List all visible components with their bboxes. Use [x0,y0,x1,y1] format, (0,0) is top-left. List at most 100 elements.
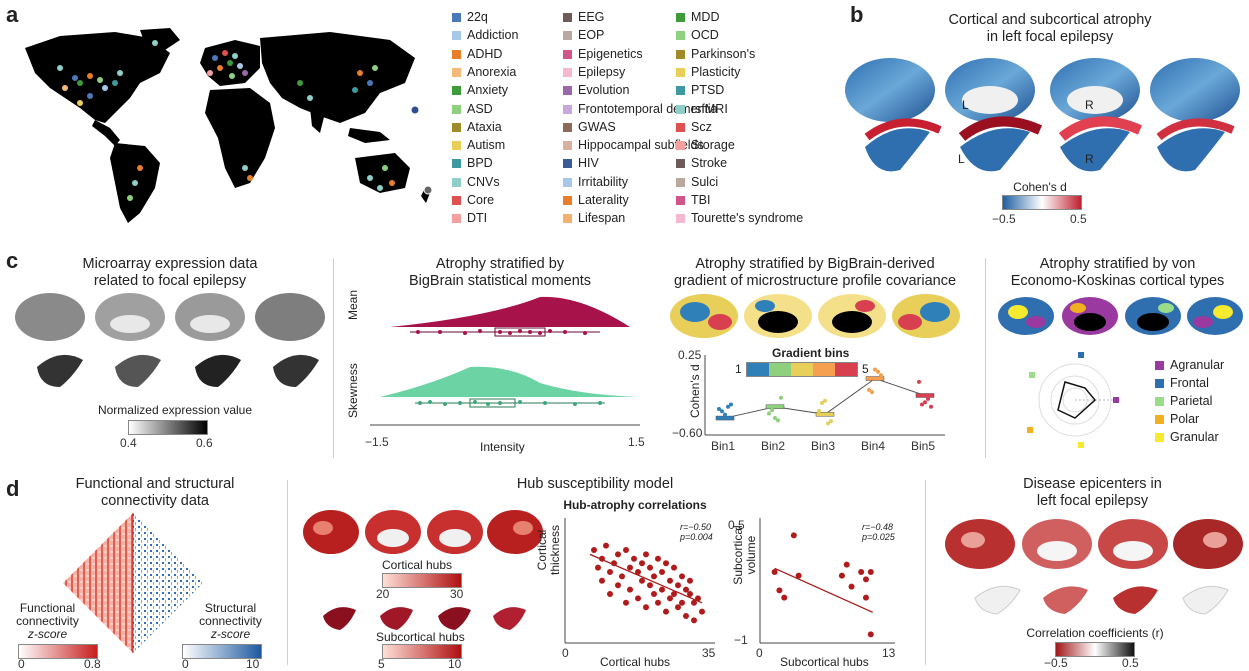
panel-label-b: b [850,2,864,27]
legend-swatch [676,122,685,132]
panel-d2-subtitle: Hub-atrophy correlations [563,498,707,512]
cortical-type-label: Granular [1170,430,1219,444]
c3-bin-mean [815,412,835,417]
scatter-point [639,577,645,584]
scatter-point [858,569,865,575]
scatter-point [867,569,874,575]
scatter-point [790,532,797,539]
c3-point [926,396,930,401]
panel-d3-colorbar [1055,642,1135,657]
c3-point [767,411,771,416]
functional-tick-min: 0 [18,657,25,671]
scatter-point [643,551,649,558]
legend-swatch [563,104,572,114]
c3-point [823,398,827,403]
legend-item-label: Laterality [578,193,629,207]
cortical-hub-scatter [564,518,715,644]
legend-item-label: GWAS [578,119,616,134]
scatter-point [619,573,625,580]
legend-item-label: Storage [691,138,735,153]
legend-swatch [563,49,572,59]
panel-c2-title: Atrophy stratified by BigBrain statistic… [345,256,655,290]
legend-item: MDD [676,10,719,24]
scatter-point [651,573,657,580]
scatter-point [659,569,665,575]
functional-colorbar [18,644,98,659]
legend-item: Ataxia [452,120,502,134]
legend-swatch [452,141,461,151]
scatter-point [607,591,613,597]
panel-c3-ylabel: Cohen's d [688,364,702,418]
cortical-hubs-colorbar [382,573,462,588]
scatter-point [781,594,788,601]
legend-item-label: DTI [467,211,488,226]
subcortical-hubs-tick-max: 10 [448,657,462,671]
cortical-hub-brains [303,510,543,554]
legend-swatch [676,86,685,96]
cortical-type-label: Parietal [1170,394,1213,408]
scatter-point [607,569,613,575]
panel-c1-colorbar-label: Normalized expression value [97,403,253,417]
functional-label-line2: connectivity [16,614,79,628]
legend-swatch [676,214,685,224]
c3-point [720,409,724,414]
scatter-point [795,572,802,579]
legend-swatch [676,104,685,114]
scatter-fit-line [774,567,873,613]
scatter-point [675,604,681,611]
panel-c3-title: Atrophy stratified by BigBrain-derived g… [650,256,980,290]
legend-item-label: Epigenetics [578,46,643,61]
subcortical-hub-scatter [759,518,895,644]
scatter-point [848,583,855,590]
c3-point [923,400,927,405]
scatter-fit-line [589,553,703,604]
c3-point [870,390,874,395]
cortical-hubs-tick-min: 20 [376,587,390,601]
scatter-point [643,604,649,611]
scatter-point [691,617,697,624]
legend-item: Hippocampal subfields [563,138,704,152]
c3-point [920,402,924,407]
legend-swatch [563,141,572,151]
scatter-point [862,594,869,601]
legend-item: ASD [452,102,493,116]
panel-b-tick-max: 0.5 [1070,212,1087,226]
cortical-type-swatch [1155,379,1164,388]
panel-c1-title: Microarray expression data related to fo… [20,256,320,290]
structural-label-line2: connectivity [199,614,262,628]
scatter-point [611,560,617,567]
legend-item-label: Core [467,193,495,207]
scatter-point [675,582,681,589]
panel-c3-legend-min: 1 [735,362,742,376]
legend-swatch [563,177,572,187]
panel-label-c: c [6,248,19,273]
scatter2-xlabel: Subcortical hubs [780,655,869,669]
scatter-point [776,587,783,594]
legend-swatch [452,159,461,169]
scatter-point [663,608,669,615]
panel-d3-title: Disease epicenters in left focal epileps… [945,476,1240,510]
legend-item-label: Sulci [691,174,719,189]
scatter-point [599,577,605,584]
legend-item-label: Plasticity [691,64,741,79]
structural-tick-min: 0 [182,657,189,671]
scatter1-ylabel: Cortical thickness [535,510,562,590]
cortical-type-swatch [1155,415,1164,424]
legend-item-label: Addiction [467,28,519,43]
structural-label-line3: z-score [210,627,251,641]
cortical-type-label: Agranular [1170,358,1225,372]
legend-swatch [676,159,685,169]
scatter-point [595,564,601,571]
legend-swatch [676,49,685,59]
legend-item-label: Parkinson's [691,46,756,61]
scatter-point [695,595,701,602]
c3-point [817,408,821,413]
legend-item: CNVs [452,175,500,189]
raincloud-plot [370,296,640,426]
separator [985,258,986,458]
scatter-point [679,573,685,580]
legend-item: Epigenetics [563,47,643,61]
subcortical-hubs-label: Subcortical hubs [376,630,465,644]
panel-d1-title-line2: connectivity data [100,493,209,509]
panel-c3-title-line1: Atrophy stratified by BigBrain-derived [695,256,935,272]
